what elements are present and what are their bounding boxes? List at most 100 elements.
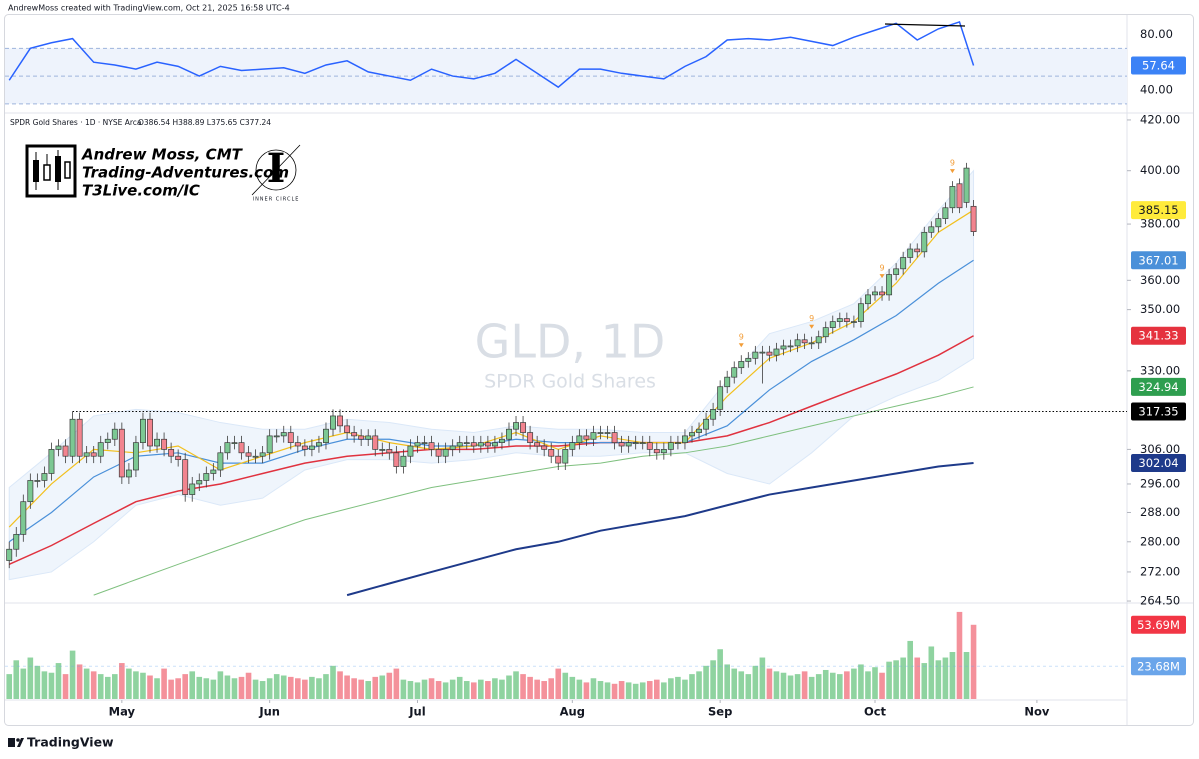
candle-body [738, 361, 745, 369]
candle-body [421, 442, 428, 444]
footer-logo [17, 738, 24, 747]
candle-body [836, 318, 843, 322]
candle-body [914, 248, 921, 253]
candle-body [400, 455, 407, 467]
volume-bar [949, 652, 956, 699]
candle-body [379, 449, 386, 451]
volume-bar [189, 671, 196, 699]
candle-body [787, 345, 794, 348]
footer-text: TradingView [27, 735, 114, 750]
candle-body [759, 351, 766, 354]
volume-bar [548, 678, 555, 699]
brand-site: Trading-Adventures.com [82, 164, 289, 182]
candle-body [548, 449, 555, 457]
volume-bar [858, 664, 864, 699]
volume-bar [13, 660, 20, 699]
volume-pane: 53.69M 23.68M [5, 611, 1186, 699]
candle-body [674, 442, 681, 444]
candle-body [900, 257, 907, 270]
volume-bar [280, 675, 287, 699]
candle-body [27, 480, 34, 503]
rsi-tick-label: 40.00 [1140, 82, 1173, 96]
volume-bar [302, 679, 308, 699]
candle-body [970, 205, 977, 233]
volume-bar [421, 679, 428, 699]
volume-bar [316, 678, 322, 699]
candle-body [34, 480, 41, 482]
candle-body [351, 432, 358, 437]
volume-bar [661, 682, 667, 699]
volume-bar [6, 674, 13, 699]
volume-bar [506, 675, 512, 699]
price-pane: 9 9 9 9 [6, 159, 1127, 597]
candle-body [140, 418, 146, 443]
volume-bar [428, 678, 435, 699]
candle-body [801, 339, 808, 344]
candle-body [886, 274, 893, 296]
x-tick-label: Sep [708, 705, 732, 719]
candle-body [20, 501, 27, 535]
candle-body [491, 442, 498, 447]
volume-bar [231, 678, 238, 699]
volume-bar [203, 678, 210, 699]
time-axis: May Jun Jul Aug Sep Oct Nov [109, 700, 1050, 719]
candle-body [520, 422, 527, 433]
volume-bar [569, 676, 576, 699]
legend-ohlc: O386.54 H388.89 L375.65 C377.24 [138, 118, 271, 127]
volume-bar [435, 681, 442, 699]
volume-bar [463, 681, 470, 699]
price-tag-box [1131, 377, 1186, 396]
volume-bar [829, 672, 836, 699]
candle-body [604, 432, 611, 434]
y-tick-label: 272.00 [1140, 564, 1180, 578]
volume-bar [639, 682, 646, 699]
volume-bar [597, 681, 604, 699]
volume-bar [27, 657, 34, 699]
volume-bar [224, 675, 231, 699]
volume-bar [295, 678, 301, 699]
watermark: GLD, 1D SPDR Gold Shares [475, 315, 666, 393]
volume-bar [168, 679, 174, 699]
volume-bar [611, 683, 618, 699]
volume-bar [119, 663, 125, 699]
signal-arrow [738, 343, 744, 348]
volume-bar [822, 669, 829, 699]
volume-bar [154, 678, 160, 699]
candle-body [48, 449, 55, 474]
signal-arrow [809, 324, 815, 329]
volume-bar [41, 671, 48, 699]
candle-body [168, 449, 175, 457]
volume-bar [970, 624, 977, 699]
x-tick-label: Jul [408, 705, 425, 719]
candle-body [217, 452, 224, 471]
signal-label: 9 [739, 333, 744, 342]
candle-body [90, 452, 97, 457]
candle-body [6, 548, 13, 561]
candle-body [773, 348, 780, 356]
candle-body [301, 445, 308, 450]
signal-label: 9 [809, 314, 814, 323]
candle-body [942, 207, 949, 219]
candle-body [330, 415, 336, 430]
y-tick-label: 360.00 [1140, 273, 1180, 287]
candle-body [97, 442, 104, 457]
volume-bar [492, 678, 498, 699]
candle-body [125, 469, 132, 478]
candle-body [62, 445, 69, 457]
volume-ma-tag: 23.68M [1137, 659, 1180, 673]
candle-body [203, 473, 210, 481]
volume-bar [851, 668, 857, 699]
badge-circle [255, 149, 297, 191]
candle-body [583, 435, 590, 440]
volume-bar [69, 650, 76, 699]
volume-bar [104, 676, 111, 699]
volume-bar [668, 678, 674, 699]
candle-body [815, 336, 822, 344]
volume-bar [956, 611, 963, 699]
candle-body [55, 445, 62, 450]
signal-arrow [879, 274, 885, 279]
volume-bar [309, 676, 315, 699]
y-tick-label: 264.50 [1140, 594, 1180, 608]
candle-body [780, 345, 787, 350]
